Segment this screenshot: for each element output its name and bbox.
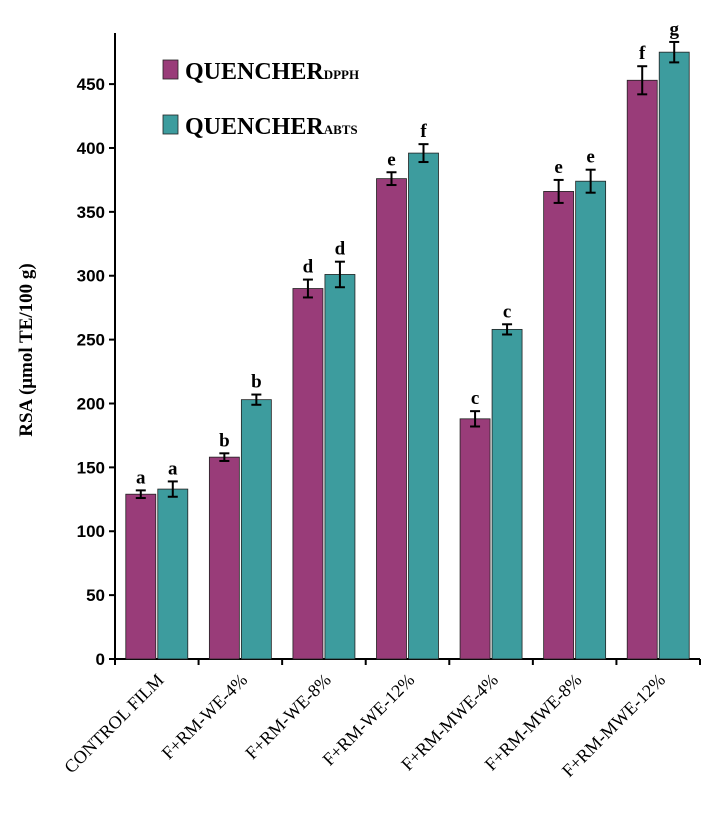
y-tick-label: 200 [77,394,105,413]
y-tick-label: 100 [77,522,105,541]
significance-letter: a [168,458,178,479]
bar-dpph [376,178,407,660]
legend-label: QUENCHERABTS [185,114,358,140]
y-tick-label: 250 [77,331,105,350]
bar-dpph [459,418,491,660]
x-category-label: F+RM-WE-4% [158,670,251,763]
significance-letter: e [554,157,562,178]
bar-dpph [292,288,324,660]
significance-letter: f [420,121,427,142]
significance-letter: d [335,239,346,260]
significance-letter: d [303,257,314,278]
x-category-label: CONTROL FILM [60,670,167,777]
significance-letter: c [471,388,479,409]
y-tick-label: 150 [77,458,105,477]
significance-letter: b [219,430,230,451]
significance-letter: f [639,43,646,64]
bar-abts [658,51,690,660]
legend: QUENCHERDPPH QUENCHERABTS [162,59,359,140]
significance-letter: e [586,147,594,168]
y-tick-label: 0 [96,650,105,669]
bar-abts [575,180,607,660]
y-tick-label: 350 [77,203,105,222]
y-tick-label: 400 [77,139,105,158]
legend-label: QUENCHERDPPH [185,59,359,85]
bar-abts [324,274,356,660]
bar-dpph [125,493,157,660]
significance-letter: g [669,19,679,40]
y-tick-label: 50 [86,586,105,605]
legend-swatch [162,59,179,80]
significance-letter: b [251,372,262,393]
y-tick-label: 300 [77,267,105,286]
bar-abts [157,488,189,660]
bar-dpph [626,79,658,660]
x-category-label: F+RM-WE-8% [241,670,334,763]
bar-dpph [208,456,240,660]
bar-dpph [543,191,575,660]
bar-abts [491,328,523,660]
legend-swatch [162,114,179,135]
significance-letter: e [387,149,395,170]
significance-letter: c [503,301,511,322]
bar-abts [408,152,439,660]
y-tick-label: 450 [77,75,105,94]
bar-abts [240,399,272,660]
y-axis-title: RSA (μmol TE/100 g) [16,263,37,437]
significance-letter: a [136,467,146,488]
